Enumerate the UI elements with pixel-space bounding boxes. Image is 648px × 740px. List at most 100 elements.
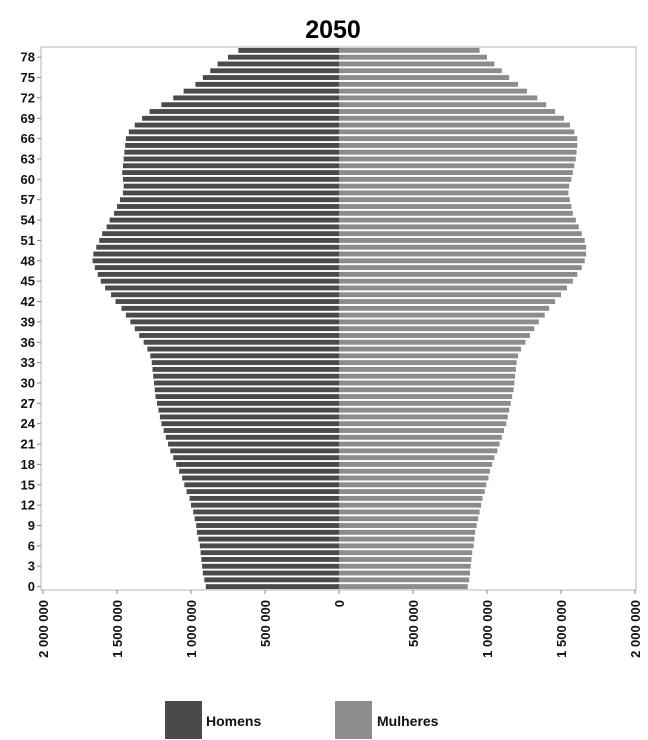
bar-mulheres-age-21	[339, 441, 500, 447]
bar-mulheres-age-72	[339, 95, 538, 101]
bar-homens-age-79	[238, 47, 339, 53]
bar-homens-age-56	[117, 204, 339, 209]
bar-mulheres-age-63	[339, 156, 576, 162]
bar-mulheres-age-11	[339, 509, 480, 515]
bar-mulheres-age-15	[339, 482, 487, 488]
y-tick-label-33: 33	[21, 355, 35, 370]
y-tick-label-66: 66	[21, 131, 35, 146]
bar-mulheres-age-29	[339, 387, 514, 393]
y-tick-label-75: 75	[21, 70, 35, 85]
bar-homens-age-78	[228, 54, 339, 60]
x-tick-label-5: 500 000	[406, 600, 421, 647]
bar-homens-age-50	[96, 244, 339, 250]
bar-homens-age-43	[111, 292, 339, 298]
bar-mulheres-age-35	[339, 346, 522, 352]
x-tick-label-7: 1 500 000	[554, 600, 569, 658]
y-tick-label-6: 6	[28, 538, 35, 553]
bar-mulheres-age-62	[339, 163, 575, 169]
x-tick-label-0: 2 000 000	[36, 600, 51, 658]
bar-mulheres-age-43	[339, 292, 561, 298]
bar-homens-age-3	[202, 563, 339, 569]
bar-homens-age-25	[159, 414, 339, 420]
bar-mulheres-age-76	[339, 68, 502, 74]
bar-homens-age-66	[125, 136, 339, 142]
y-tick-label-9: 9	[28, 518, 35, 533]
bar-mulheres-age-49	[339, 251, 587, 257]
bar-homens-age-69	[142, 115, 339, 121]
bar-mulheres-age-75	[339, 75, 510, 80]
bar-homens-age-33	[151, 360, 339, 366]
bar-mulheres-age-6	[339, 543, 474, 549]
bar-homens-age-63	[123, 156, 339, 162]
y-tick-label-48: 48	[21, 253, 35, 268]
bar-homens-age-72	[173, 95, 339, 101]
bar-homens-age-42	[115, 299, 340, 304]
bar-mulheres-age-34	[339, 353, 519, 359]
bar-homens-age-11	[193, 509, 339, 515]
y-tick-label-12: 12	[21, 498, 35, 513]
bar-homens-age-41	[121, 305, 339, 311]
bar-homens-age-12	[191, 502, 339, 508]
bar-homens-age-46	[97, 271, 339, 277]
bar-homens-age-4	[201, 557, 339, 562]
y-tick-label-3: 3	[28, 559, 35, 574]
bar-homens-age-53	[106, 224, 339, 230]
bar-mulheres-age-42	[339, 299, 556, 304]
bar-homens-age-20	[170, 448, 339, 454]
legend-label-mulheres: Mulheres	[377, 713, 439, 729]
bar-mulheres-age-3	[339, 563, 471, 569]
y-tick-label-36: 36	[21, 335, 35, 350]
bar-homens-age-26	[158, 407, 339, 413]
x-tick-label-2: 1 000 000	[184, 600, 199, 658]
bar-mulheres-age-7	[339, 536, 475, 542]
bar-mulheres-age-4	[339, 557, 472, 562]
bar-homens-age-70	[149, 109, 339, 114]
y-tick-label-63: 63	[21, 151, 35, 166]
bar-homens-age-1	[204, 577, 339, 583]
bar-homens-age-60	[122, 176, 339, 182]
bar-mulheres-age-2	[339, 570, 470, 576]
y-tick-label-18: 18	[21, 457, 35, 472]
bar-mulheres-age-10	[339, 516, 479, 522]
bar-mulheres-age-58	[339, 190, 569, 196]
bar-homens-age-35	[147, 346, 339, 352]
bar-mulheres-age-32	[339, 366, 516, 372]
bar-mulheres-age-79	[339, 47, 480, 53]
bar-homens-age-71	[161, 102, 339, 108]
bar-mulheres-age-36	[339, 339, 526, 345]
y-tick-label-27: 27	[21, 396, 35, 411]
y-tick-label-54: 54	[21, 213, 36, 228]
legend-label-homens: Homens	[206, 713, 261, 729]
y-tick-label-21: 21	[21, 437, 35, 452]
x-tick-label-8: 2 000 000	[628, 600, 643, 658]
x-tick-label-4: 0	[332, 600, 347, 607]
y-tick-label-51: 51	[21, 233, 35, 248]
bar-mulheres-age-77	[339, 61, 495, 67]
bar-homens-age-49	[93, 251, 339, 257]
bar-homens-age-64	[124, 149, 340, 155]
bar-homens-age-38	[134, 326, 339, 332]
bar-mulheres-age-41	[339, 305, 550, 311]
bar-mulheres-age-24	[339, 421, 507, 427]
bar-mulheres-age-67	[339, 129, 575, 135]
bar-mulheres-age-39	[339, 319, 539, 325]
bars-layer	[92, 47, 587, 590]
bar-homens-age-23	[163, 428, 339, 433]
bar-mulheres-age-59	[339, 183, 570, 189]
plot-frame	[40, 46, 637, 591]
bar-homens-age-0	[205, 584, 339, 590]
bar-mulheres-age-25	[339, 414, 508, 420]
bar-homens-age-59	[123, 183, 339, 189]
bar-homens-age-32	[152, 366, 339, 372]
bar-homens-age-5	[200, 550, 339, 556]
bar-homens-age-68	[134, 122, 339, 128]
legend-swatch-homens	[165, 701, 202, 739]
bar-mulheres-age-78	[339, 54, 487, 60]
bar-mulheres-age-9	[339, 523, 477, 528]
bar-mulheres-age-69	[339, 115, 564, 121]
bar-homens-age-54	[109, 217, 339, 223]
bar-homens-age-77	[217, 61, 339, 67]
bar-mulheres-age-33	[339, 360, 517, 366]
